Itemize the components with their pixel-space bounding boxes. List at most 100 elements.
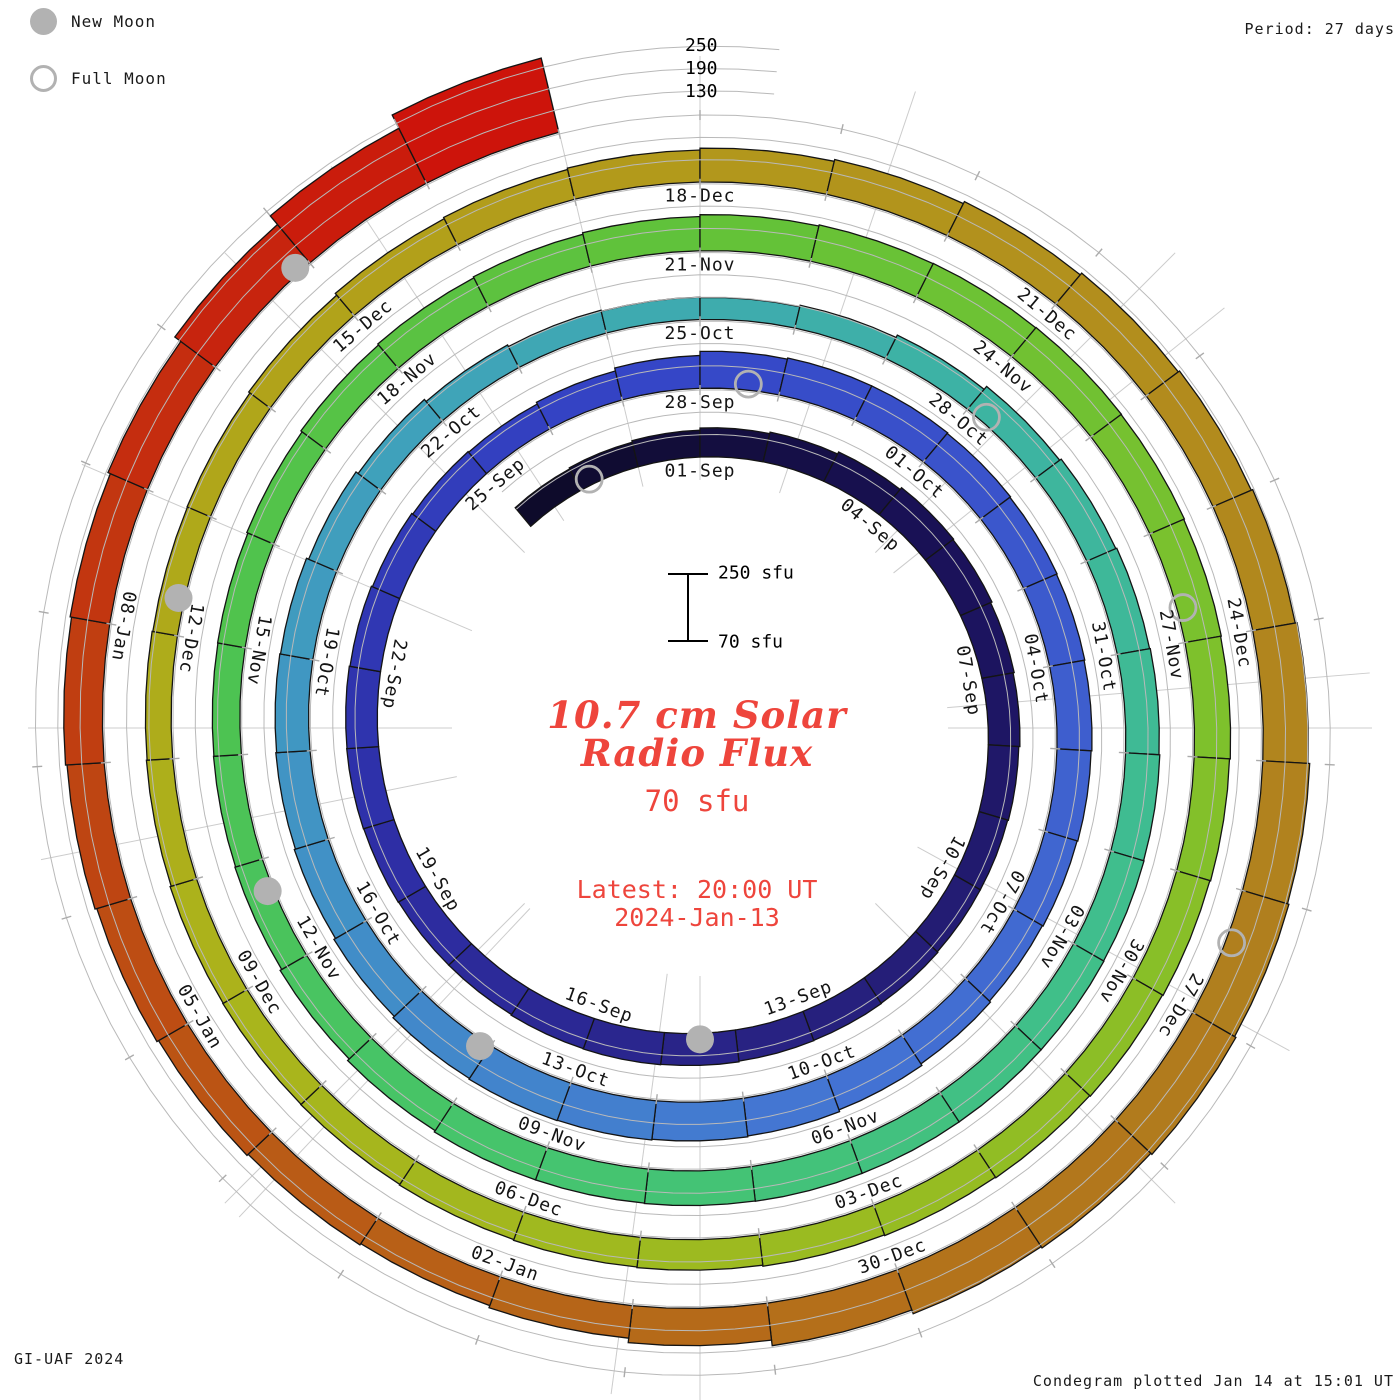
day-tick <box>259 856 269 861</box>
scalebar-min-label: 70 sfu <box>718 631 784 653</box>
day-tick <box>1301 907 1312 912</box>
day-tick <box>267 405 277 413</box>
current-flux-value: 70 sfu <box>644 784 750 818</box>
day-tick <box>545 1141 551 1152</box>
day-tick <box>1085 434 1094 442</box>
day-tick <box>238 753 249 756</box>
flux-day-segment <box>274 653 314 754</box>
day-tick <box>1140 393 1150 401</box>
flux-day-segment <box>979 496 1058 590</box>
gridline-250-sfu <box>34 45 1331 1376</box>
day-tick <box>1104 848 1115 853</box>
day-tick <box>1246 1042 1256 1050</box>
day-tick <box>912 293 919 304</box>
day-tick <box>1050 300 1059 310</box>
day-tick <box>1042 665 1053 669</box>
full-moon-marker-2023-08-31 <box>574 464 604 494</box>
flux-day-segment <box>1175 756 1231 882</box>
day-tick <box>847 1133 852 1144</box>
full-moon-icon <box>30 65 57 92</box>
day-tick <box>418 985 427 994</box>
day-tick <box>1235 887 1246 893</box>
day-tick <box>337 1269 345 1279</box>
new-moon-icon <box>30 8 57 35</box>
flux-day-segment <box>863 930 939 1005</box>
day-tick <box>1080 559 1091 565</box>
day-tick <box>333 569 344 575</box>
date-label-28-Sep: 28-Sep <box>664 392 735 413</box>
day-tick <box>61 915 72 920</box>
flux-day-segment <box>211 642 246 757</box>
chart-title-line2: Radio Flux <box>580 731 814 775</box>
day-tick <box>174 634 185 638</box>
day-tick <box>393 118 400 129</box>
flux-day-segment <box>1044 748 1092 842</box>
day-tick <box>1038 828 1049 833</box>
day-tick <box>647 1162 650 1173</box>
gridline-130-sfu <box>79 90 1287 1332</box>
day-tick <box>1060 1067 1069 1076</box>
day-tick <box>604 329 609 340</box>
day-tick <box>309 658 320 662</box>
day-tick <box>823 1069 829 1080</box>
flux-day-segment <box>734 1010 815 1062</box>
period-label: Period: 27 days <box>1244 20 1395 38</box>
day-tick <box>897 1029 905 1039</box>
radial-scale-250: 250 <box>685 35 718 56</box>
day-tick <box>351 312 359 322</box>
day-tick <box>307 260 315 269</box>
grid-spoke <box>224 252 525 553</box>
day-tick <box>413 1154 420 1164</box>
flux-day-segment <box>275 750 330 850</box>
day-tick <box>156 323 166 331</box>
day-tick <box>1187 755 1198 758</box>
day-tick <box>450 1097 458 1107</box>
day-tick <box>573 195 577 206</box>
new-moon-label: New Moon <box>71 12 157 31</box>
day-tick <box>547 425 554 436</box>
flux-day-segment <box>939 1024 1043 1123</box>
day-tick <box>1269 477 1280 483</box>
full-moon-marker-2023-10-28 <box>972 402 1001 432</box>
legend-full-moon: Full Moon <box>30 65 167 92</box>
day-tick <box>100 761 111 764</box>
flux-day-segment <box>809 224 935 298</box>
day-tick <box>169 757 180 760</box>
day-tick <box>395 365 404 374</box>
day-tick <box>241 646 252 650</box>
date-label-21-Nov: 21-Nov <box>664 254 735 275</box>
day-tick <box>32 765 43 768</box>
day-tick <box>322 446 332 454</box>
latest-time: Latest: 20:00 UT <box>576 875 818 904</box>
flux-day-segment <box>371 512 437 600</box>
flux-day-segment <box>245 430 327 545</box>
day-tick <box>106 622 117 626</box>
flux-day-segment <box>643 1165 757 1207</box>
day-tick <box>1067 939 1077 946</box>
day-tick <box>262 207 271 216</box>
day-tick <box>557 129 562 140</box>
gridline-190-sfu <box>57 68 1309 1354</box>
day-tick <box>1118 751 1129 754</box>
day-tick <box>1170 868 1181 873</box>
day-tick <box>486 302 492 313</box>
scalebar-max-label: 250 sfu <box>718 562 794 584</box>
day-tick <box>377 487 387 495</box>
chart-title-line1: 10.7 cm Solar <box>547 693 847 737</box>
day-tick <box>962 406 971 415</box>
day-tick <box>38 610 49 614</box>
day-tick <box>143 487 154 493</box>
new-moon-marker-2023-11-13 <box>253 877 282 906</box>
flux-day-segment <box>699 427 771 463</box>
day-tick <box>1245 629 1257 633</box>
day-tick <box>639 1230 642 1241</box>
day-tick <box>757 1228 761 1239</box>
flux-day-segment <box>514 467 582 528</box>
flux-day-segment <box>66 762 132 910</box>
latest-date: 2024-Jan-13 <box>614 903 780 932</box>
day-tick <box>773 1364 777 1375</box>
new-moon-marker-2023-10-14 <box>466 1032 495 1061</box>
flux-day-segment <box>145 758 198 888</box>
